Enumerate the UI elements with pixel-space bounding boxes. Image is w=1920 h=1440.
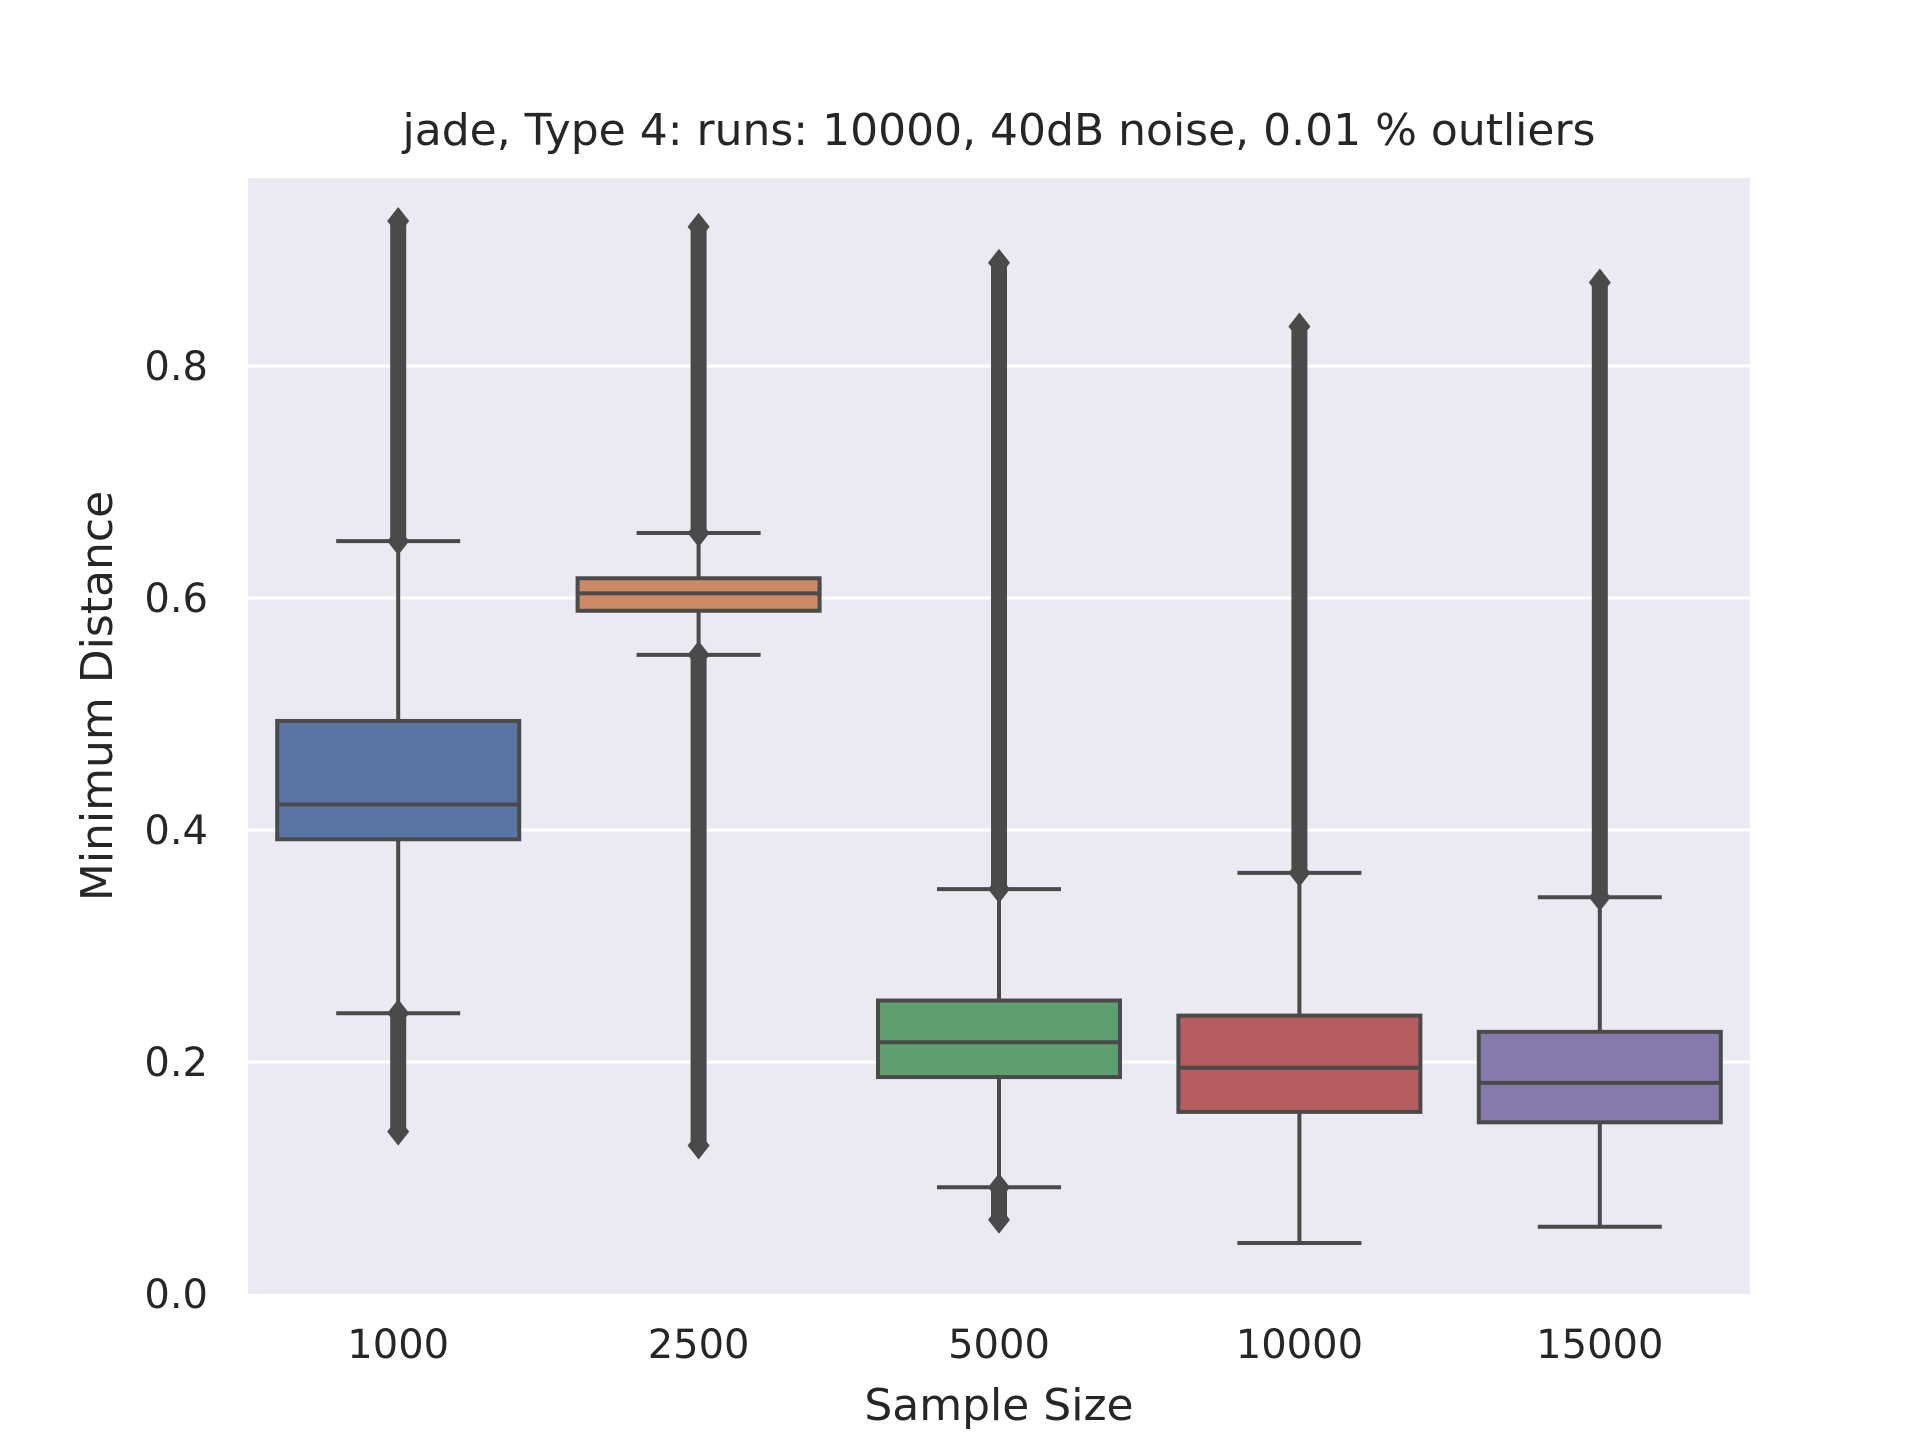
outlier-point bbox=[988, 248, 1010, 277]
box-iqr bbox=[1476, 1029, 1723, 1125]
box-10000 bbox=[1176, 312, 1423, 1245]
y-tick-label: 0.6 bbox=[144, 576, 208, 622]
y-tick-label: 0.4 bbox=[144, 808, 208, 854]
x-axis-label: Sample Size bbox=[864, 1380, 1133, 1431]
box-5000 bbox=[876, 248, 1122, 1234]
chart-title: jade, Type 4: runs: 10000, 40dB noise, 0… bbox=[402, 105, 1596, 156]
outlier-band bbox=[390, 221, 407, 542]
outlier-band bbox=[390, 1013, 407, 1132]
y-axis-ticks: 0.0 0.2 0.4 0.6 0.8 bbox=[144, 344, 208, 1318]
box-iqr bbox=[876, 998, 1122, 1080]
outlier-point bbox=[1288, 312, 1311, 341]
outlier-band bbox=[1591, 282, 1608, 898]
y-tick-label: 0.2 bbox=[144, 1040, 208, 1086]
box-series bbox=[275, 207, 1723, 1245]
y-tick-label: 0.0 bbox=[144, 1272, 208, 1318]
outlier-point bbox=[1588, 268, 1611, 297]
box-1000 bbox=[275, 207, 522, 1146]
outlier-band bbox=[1291, 326, 1308, 873]
outlier-band bbox=[991, 262, 1007, 890]
box-2500 bbox=[575, 212, 822, 1160]
x-axis-ticks: 1000 2500 5000 10000 15000 bbox=[347, 1322, 1663, 1368]
outlier-point bbox=[387, 1117, 410, 1146]
outlier-point bbox=[387, 207, 410, 235]
y-axis-label: Minimum Distance bbox=[72, 491, 123, 901]
x-tick-label: 5000 bbox=[948, 1322, 1050, 1368]
box-iqr bbox=[275, 718, 522, 842]
x-tick-label: 2500 bbox=[648, 1322, 750, 1368]
x-tick-label: 10000 bbox=[1236, 1322, 1363, 1368]
box-iqr bbox=[1176, 1013, 1423, 1114]
outlier-point bbox=[988, 1205, 1010, 1234]
box-15000 bbox=[1476, 268, 1723, 1229]
outlier-point bbox=[687, 1131, 710, 1160]
outlier-band bbox=[690, 226, 707, 534]
outlier-band bbox=[690, 654, 707, 1146]
y-tick-label: 0.8 bbox=[144, 344, 208, 390]
x-tick-label: 15000 bbox=[1536, 1322, 1663, 1368]
x-tick-label: 1000 bbox=[347, 1322, 449, 1368]
outlier-point bbox=[687, 212, 710, 241]
